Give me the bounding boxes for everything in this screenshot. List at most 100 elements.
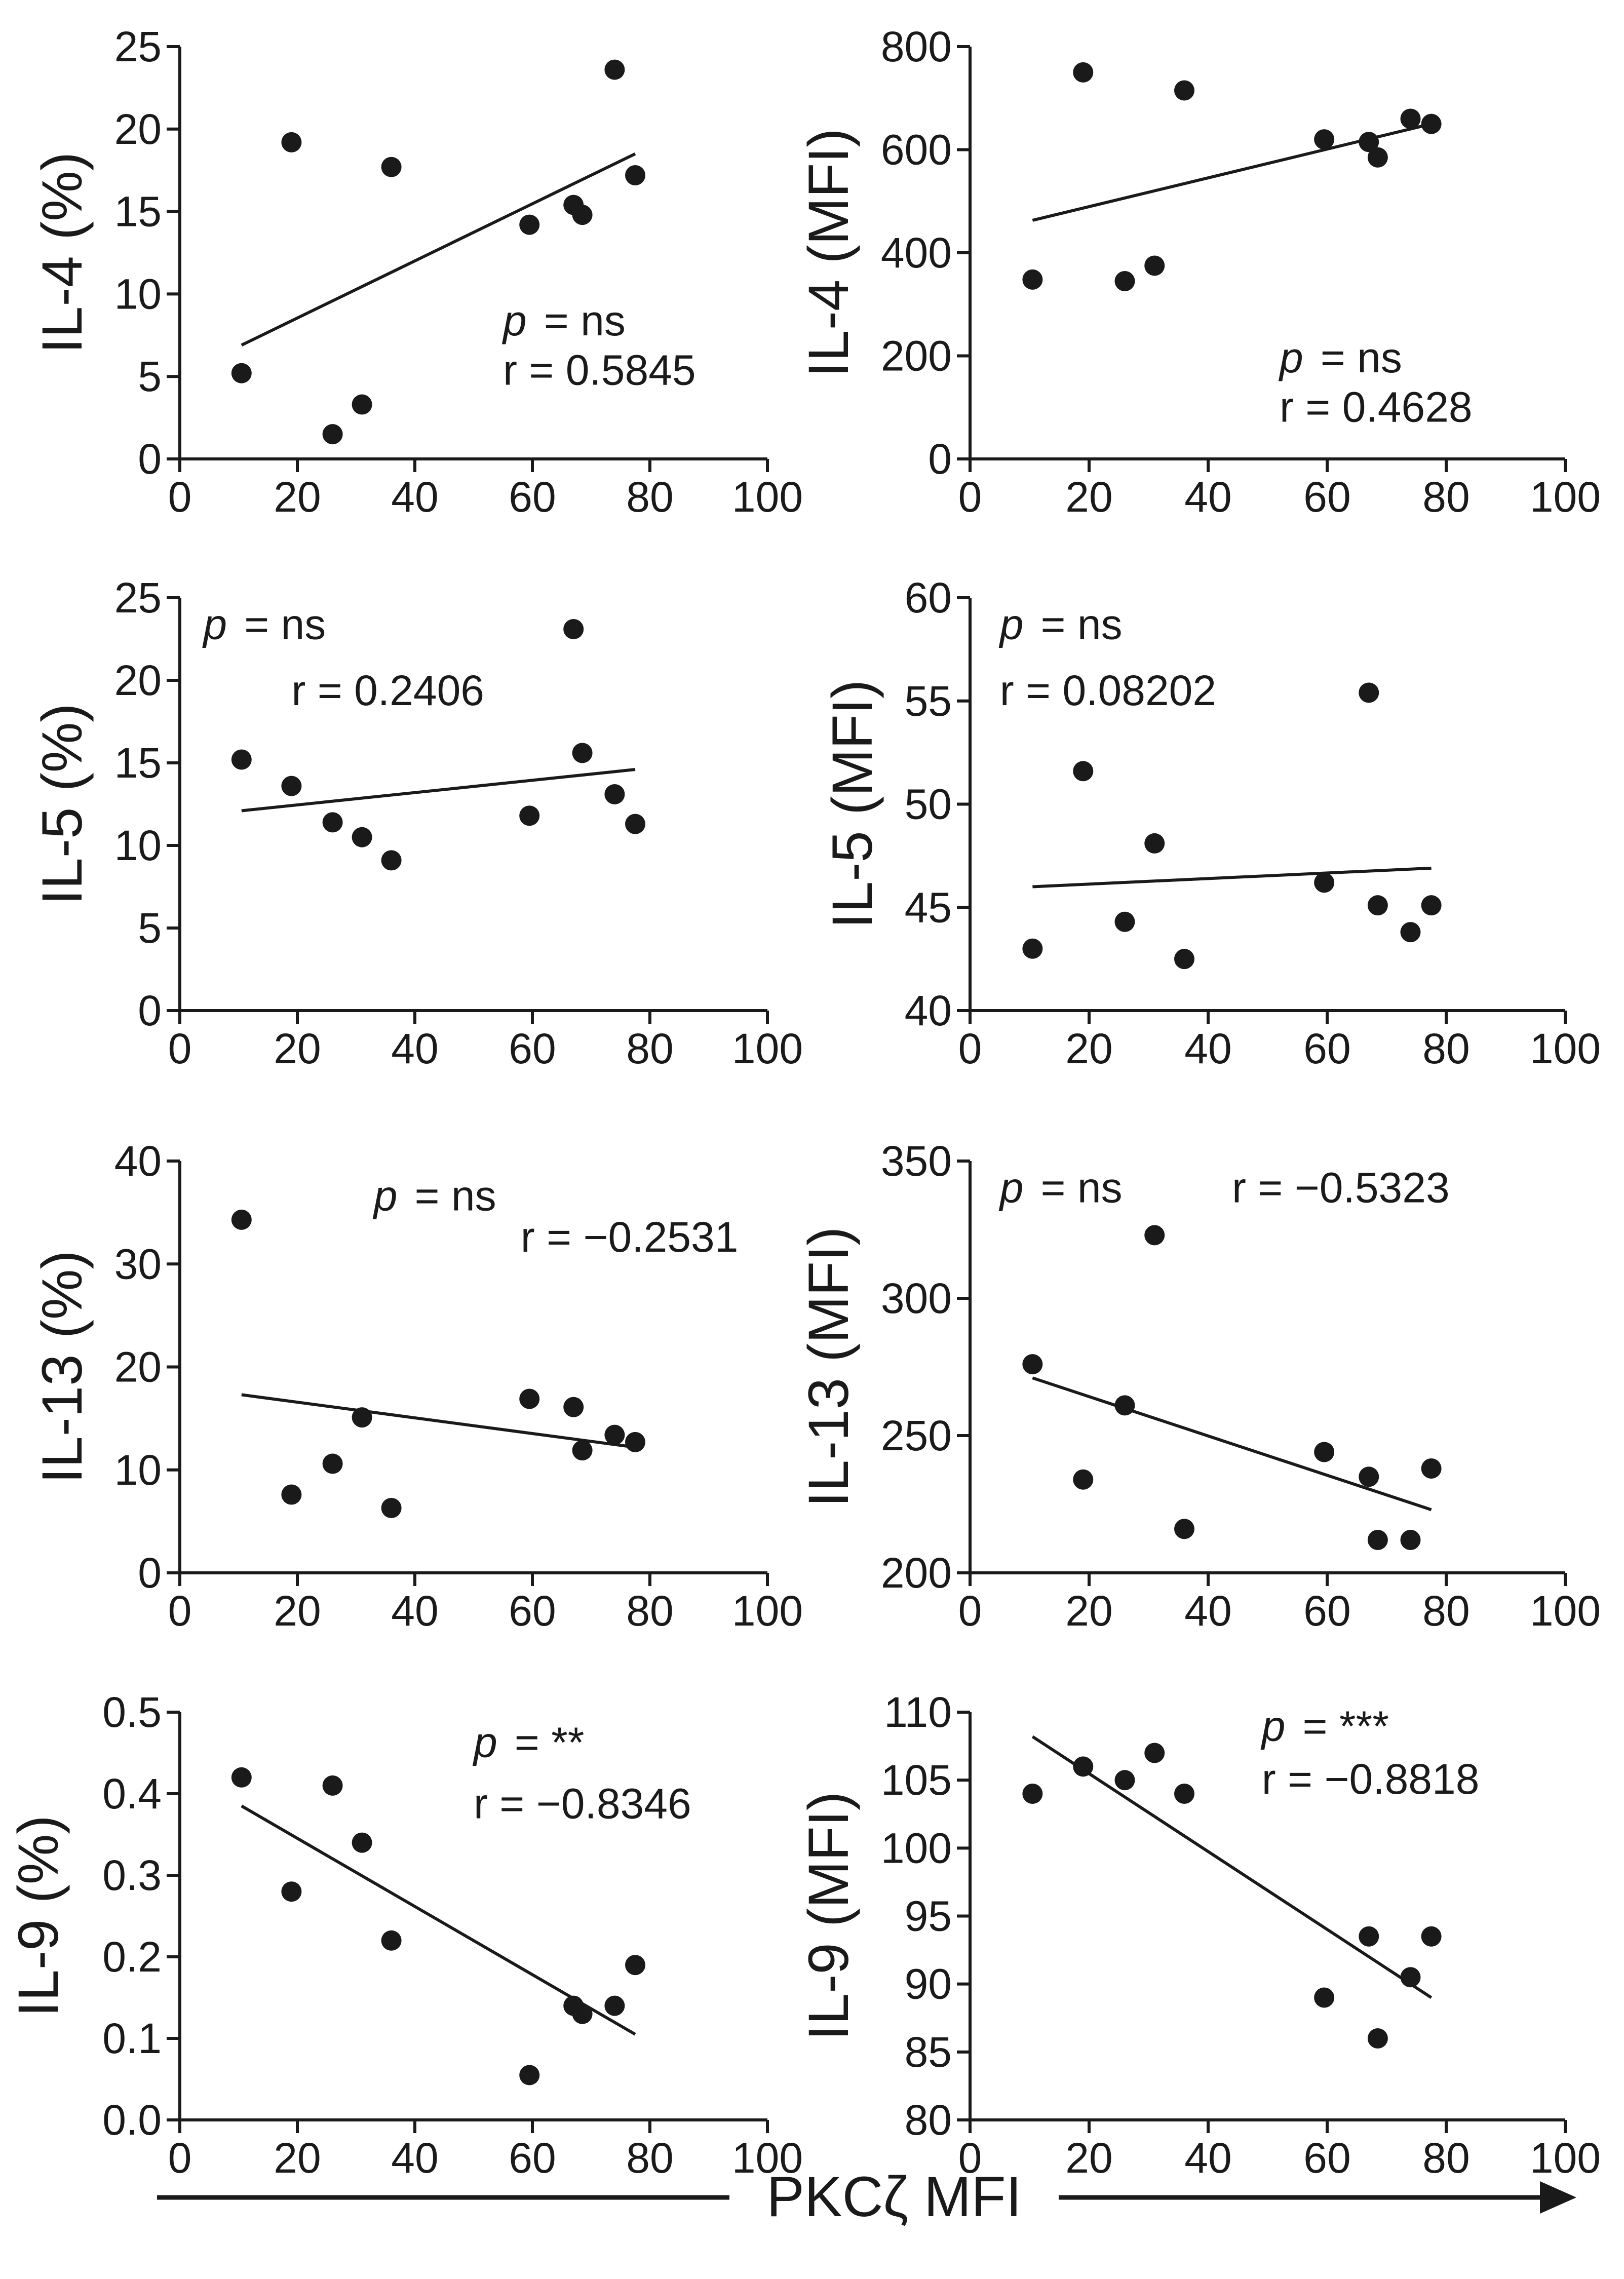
data-point xyxy=(572,205,593,225)
data-point xyxy=(519,805,540,826)
data-point xyxy=(1314,1442,1335,1462)
y-tick-label: 0.1 xyxy=(102,2015,162,2062)
regression-line xyxy=(241,1393,636,1449)
y-tick-label: 5 xyxy=(138,353,162,400)
data-point xyxy=(604,784,625,804)
x-tick-label: 60 xyxy=(509,1587,556,1635)
y-tick-label: 800 xyxy=(881,23,952,70)
data-point xyxy=(604,59,625,80)
data-point xyxy=(563,619,584,639)
data-point xyxy=(625,1955,645,1976)
x-tick-label: 20 xyxy=(274,1025,321,1072)
data-point xyxy=(1114,911,1135,932)
y-axis-title: IL-9 (%) xyxy=(7,1815,70,2017)
r-value-label: r = −0.5323 xyxy=(1232,1164,1450,1211)
data-point xyxy=(322,1453,343,1474)
data-point xyxy=(1421,113,1442,134)
y-tick-label: 250 xyxy=(881,1412,952,1459)
p-value-label: p = ** xyxy=(472,1719,585,1766)
data-point xyxy=(381,157,402,177)
data-point xyxy=(352,1832,372,1853)
x-tick-label: 20 xyxy=(274,2134,321,2182)
data-point xyxy=(1144,255,1165,276)
data-point xyxy=(322,812,343,833)
x-tick-label: 40 xyxy=(391,1025,438,1072)
x-tick-label: 60 xyxy=(509,473,556,521)
r-value-label: r = −0.8346 xyxy=(474,1780,691,1827)
x-tick-label: 0 xyxy=(958,473,982,521)
y-tick-label: 40 xyxy=(114,1137,162,1185)
data-point xyxy=(519,214,540,235)
x-tick-label: 80 xyxy=(1422,2134,1470,2182)
data-point xyxy=(381,1497,402,1518)
data-point xyxy=(625,165,645,185)
x-tick-label: 80 xyxy=(626,2134,673,2182)
y-tick-label: 200 xyxy=(881,332,952,380)
x-tick-label: 100 xyxy=(732,1025,803,1072)
data-point xyxy=(1421,895,1442,916)
data-point xyxy=(381,1930,402,1951)
data-point xyxy=(231,1767,252,1788)
x-tick-label: 0 xyxy=(168,1025,192,1072)
scatter-panel-6: 0 20 40 60 80 100 200 250 300 350 IL-13 (MFI) p = ns… xyxy=(797,1137,1601,1635)
y-tick-label: 10 xyxy=(114,822,162,869)
x-tick-label: 40 xyxy=(1184,1587,1231,1635)
y-tick-label: 5 xyxy=(138,904,162,952)
data-point xyxy=(381,850,402,871)
y-tick-label: 0.0 xyxy=(102,2096,162,2144)
x-tick-label: 0 xyxy=(958,1587,982,1635)
x-tick-label: 100 xyxy=(1530,1587,1601,1635)
data-point xyxy=(1421,1458,1442,1479)
data-point xyxy=(1174,949,1194,970)
data-point xyxy=(572,743,593,763)
r-value-label: r = 0.4628 xyxy=(1280,383,1473,431)
data-point xyxy=(1400,108,1421,129)
x-tick-label: 0 xyxy=(168,1587,192,1635)
x-tick-label: 40 xyxy=(391,473,438,521)
data-point xyxy=(1367,1529,1388,1550)
y-tick-label: 0 xyxy=(138,987,162,1034)
data-point xyxy=(1367,147,1388,168)
x-tick-label: 80 xyxy=(1422,1025,1470,1072)
r-value-label: r = −0.2531 xyxy=(521,1213,739,1261)
r-value-label: r = 0.5845 xyxy=(503,346,696,394)
data-point xyxy=(519,2065,540,2085)
data-point xyxy=(1314,1987,1335,2008)
y-tick-label: 15 xyxy=(114,188,162,236)
data-point xyxy=(1073,761,1094,782)
x-tick-label: 0 xyxy=(958,1025,982,1072)
data-point xyxy=(1022,269,1043,290)
y-tick-label: 0.2 xyxy=(102,1933,162,1981)
data-point xyxy=(1174,1519,1194,1539)
x-tick-label: 100 xyxy=(1530,2134,1601,2182)
data-point xyxy=(1174,1784,1194,1804)
x-tick-label: 80 xyxy=(626,1587,673,1635)
data-point xyxy=(1359,682,1379,703)
data-point xyxy=(1400,1967,1421,1988)
data-point xyxy=(1144,1743,1165,1763)
data-point xyxy=(281,132,302,152)
data-point xyxy=(1359,1466,1379,1487)
data-point xyxy=(1314,872,1335,893)
y-tick-label: 110 xyxy=(884,1688,952,1736)
data-point xyxy=(572,2003,593,2024)
y-tick-label: 0 xyxy=(928,435,952,483)
x-tick-label: 40 xyxy=(1184,1025,1231,1072)
data-point xyxy=(352,1407,372,1428)
regression-line xyxy=(1031,1735,1433,1999)
y-tick-label: 20 xyxy=(114,105,162,153)
scatter-panel-5: 0 20 40 60 80 100 0 10 20 30 40 IL-13 (%) p = ns r = −… xyxy=(30,1137,803,1635)
x-tick-label: 20 xyxy=(1065,1587,1112,1635)
regression-line xyxy=(1032,866,1432,889)
y-tick-label: 20 xyxy=(114,1343,162,1391)
data-point xyxy=(352,394,372,415)
y-tick-label: 100 xyxy=(881,1824,952,1872)
regression-line xyxy=(241,1804,636,2036)
x-tick-label: 100 xyxy=(1530,1025,1601,1072)
y-tick-label: 25 xyxy=(114,23,162,70)
data-point xyxy=(1400,922,1421,943)
y-axis-title: IL-13 (%) xyxy=(30,1250,94,1484)
